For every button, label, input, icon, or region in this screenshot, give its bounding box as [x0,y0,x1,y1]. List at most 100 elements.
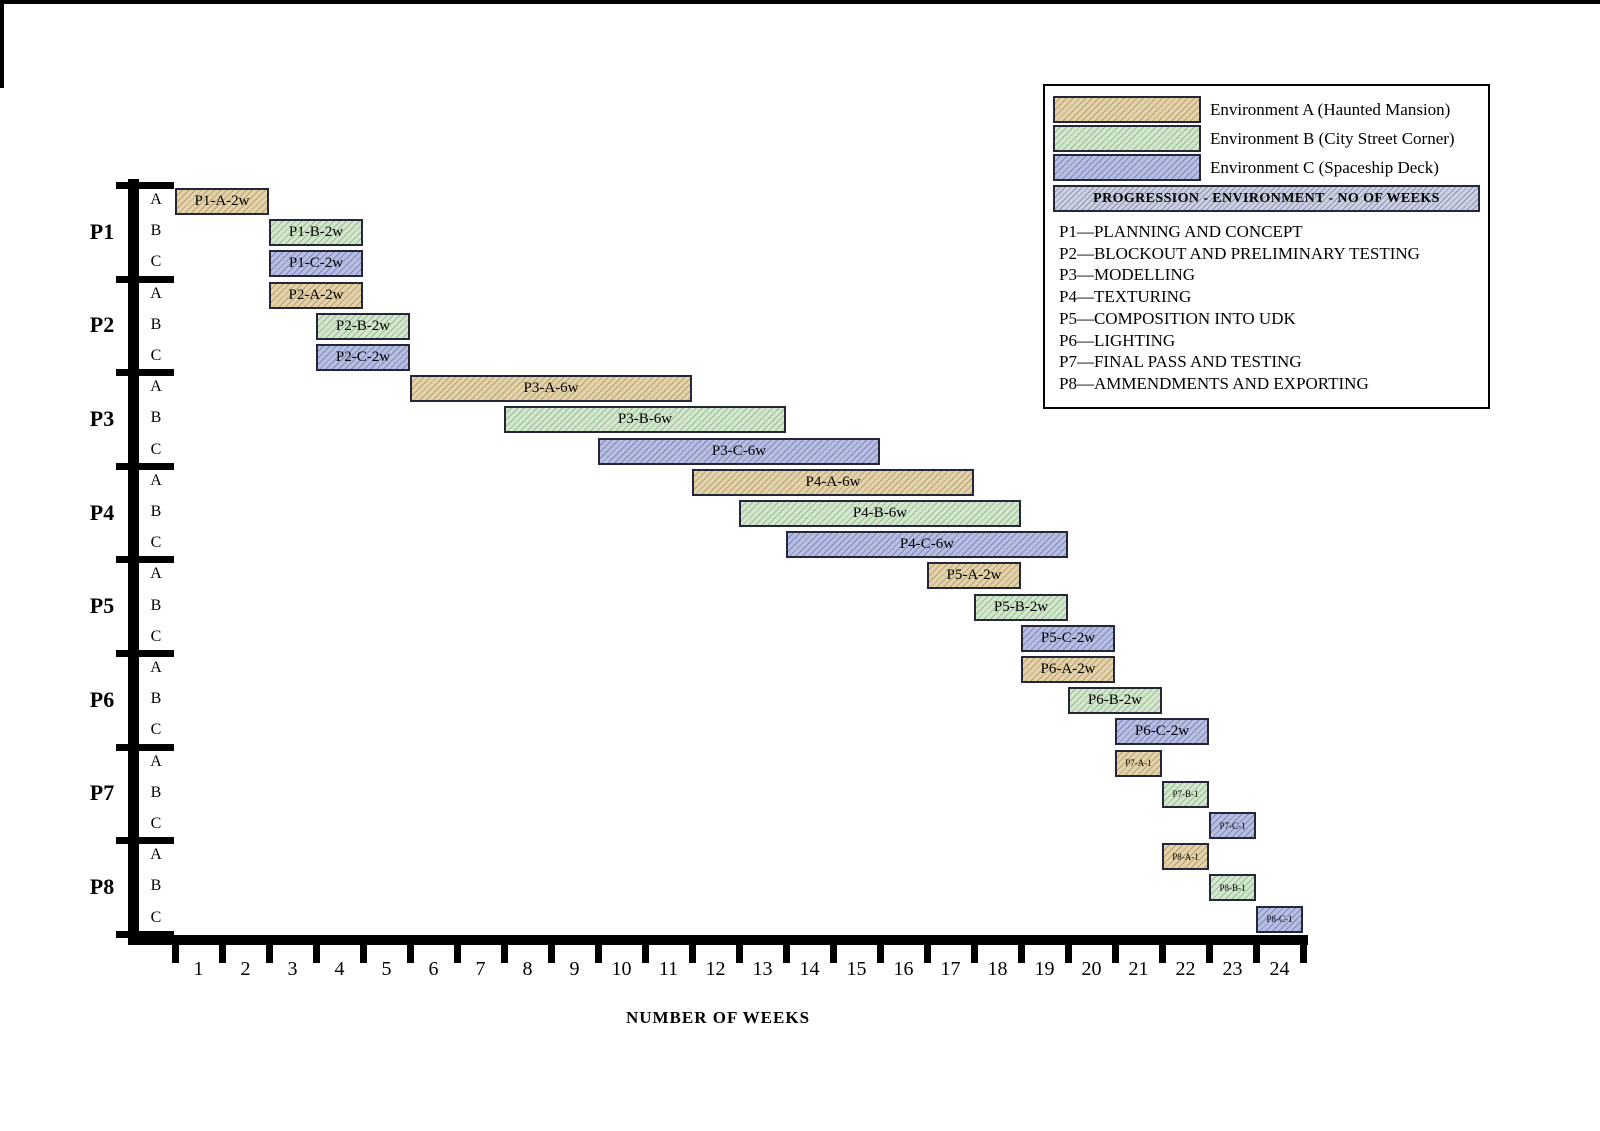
gantt-bar-p8-a-1: P8-A-1 [1162,843,1209,871]
x-axis-tick [594,935,602,963]
gantt-bar-p1-b-2w: P1-B-2w [269,219,363,247]
phase-divider-tick [116,743,174,751]
week-number-24: 24 [1269,958,1290,980]
gantt-bar-p5-a-2w: P5-A-2w [927,562,1021,590]
gantt-bar-p2-c-2w: P2-C-2w [316,344,410,371]
week-number-12: 12 [705,958,726,980]
gantt-bar-p3-b-6w: P3-B-6w [504,406,786,434]
x-axis-tick [688,935,696,963]
gantt-bar-p5-b-2w: P5-B-2w [974,593,1068,621]
row-label-p4-b: B [150,503,162,520]
row-label-p6-a: A [150,659,162,676]
row-label-p2-a: A [150,284,162,302]
row-label-p3-b: B [150,409,162,427]
row-label-p8-c: C [150,908,162,926]
legend-swatch-env-a [1053,96,1201,123]
week-number-6: 6 [428,958,439,980]
row-label-p5-c: C [150,627,162,645]
legend-item-env-a: Environment A (Haunted Mansion) [1053,95,1480,124]
legend-item-env-b: Environment B (City Street Corner) [1053,124,1480,153]
week-number-21: 21 [1128,958,1149,980]
week-number-14: 14 [799,958,820,980]
row-label-p4-c: C [150,534,162,552]
phase-description-8: P8—AMMENDMENTS AND EXPORTING [1059,373,1369,393]
phase-divider-tick [116,556,174,564]
week-number-23: 23 [1222,958,1243,980]
legend-box: Environment A (Haunted Mansion) Environme… [1043,84,1490,409]
x-axis-tick [453,935,461,963]
x-axis-tick [265,935,273,963]
gantt-bar-p3-c-6w: P3-C-6w [598,437,880,465]
gantt-bar-p1-c-2w: P1-C-2w [269,250,363,278]
x-axis-tick [1064,935,1072,963]
gantt-bar-p8-c-1: P8-C-1 [1256,905,1303,933]
gantt-bar-p8-b-1: P8-B-1 [1209,874,1256,902]
row-label-p5-b: B [150,596,162,614]
phase-descriptions: P1—PLANNING AND CONCEPT P2—BLOCKOUT AND P… [1053,221,1480,395]
phase-description-1: P1—PLANNING AND CONCEPT [1059,222,1303,241]
week-number-19: 19 [1034,958,1055,980]
x-axis-tick [171,935,179,963]
gantt-bar-p7-c-1: P7-C-1 [1209,812,1256,839]
week-number-8: 8 [522,958,533,980]
gantt-bar-p2-a-2w: P2-A-2w [269,281,363,309]
x-axis-tick [1299,935,1307,963]
x-axis [128,935,1308,945]
week-number-9: 9 [569,958,580,980]
row-label-p7-c: C [150,815,162,832]
legend-label-env-b: Environment B (City Street Corner) [1210,128,1455,148]
phase-label-p3: P3 [89,406,115,431]
x-axis-tick [1205,935,1213,963]
phase-label-p6: P6 [89,686,115,712]
week-number-1: 1 [193,958,204,980]
legend-swatch-env-b [1053,125,1201,152]
week-number-22: 22 [1175,958,1196,980]
legend-label-env-c: Environment C (Spaceship Deck) [1210,157,1439,177]
x-axis-tick [1017,935,1025,963]
x-axis-tick [312,935,320,963]
gantt-bar-p2-b-2w: P2-B-2w [316,312,410,340]
row-label-p6-b: B [150,690,162,708]
x-axis-tick [876,935,884,963]
x-axis-tick [218,935,226,963]
legend-swatch-env-c [1053,154,1201,181]
gantt-bar-p6-b-2w: P6-B-2w [1068,687,1162,715]
row-label-p8-b: B [150,877,162,895]
x-axis-tick [406,935,414,963]
phase-description-2: P2—BLOCKOUT AND PRELIMINARY TESTING [1059,243,1420,263]
week-number-7: 7 [475,958,486,980]
row-label-p1-c: C [150,253,162,271]
x-axis-tick [359,935,367,963]
gantt-bar-p7-b-1: P7-B-1 [1162,780,1209,808]
row-label-p3-c: C [150,440,162,458]
phase-label-p4: P4 [89,499,115,525]
gantt-bar-p5-c-2w: P5-C-2w [1021,624,1115,652]
phase-divider-tick [116,275,174,283]
x-axis-tick [500,935,508,963]
row-label-p2-c: C [150,347,162,364]
phase-description-7: P7—FINAL PASS AND TESTING [1059,352,1302,372]
week-number-15: 15 [846,958,867,980]
row-label-p6-c: C [150,721,162,739]
row-label-p3-a: A [150,378,162,396]
week-number-5: 5 [381,958,392,980]
page-top-border [0,0,1600,4]
x-axis-tick [1158,935,1166,963]
week-number-13: 13 [752,958,773,980]
phase-divider-tick [116,930,174,938]
row-label-p7-a: A [150,752,162,770]
phase-label-p2: P2 [89,312,115,338]
phase-label-p5: P5 [89,593,115,619]
row-label-p1-b: B [150,222,162,240]
legend-items: Environment A (Haunted Mansion) Environme… [1053,95,1480,182]
row-label-p2-b: B [150,315,162,333]
week-number-17: 17 [940,958,961,980]
week-number-2: 2 [240,958,251,980]
x-axis-tick [829,935,837,963]
phase-divider-tick [116,369,174,377]
phase-description-6: P6—LIGHTING [1059,330,1176,350]
x-axis-tick [970,935,978,963]
phase-description-4: P4—TEXTURING [1059,287,1192,307]
x-axis-tick [1111,935,1119,963]
legend-item-env-c: Environment C (Spaceship Deck) [1053,153,1480,182]
